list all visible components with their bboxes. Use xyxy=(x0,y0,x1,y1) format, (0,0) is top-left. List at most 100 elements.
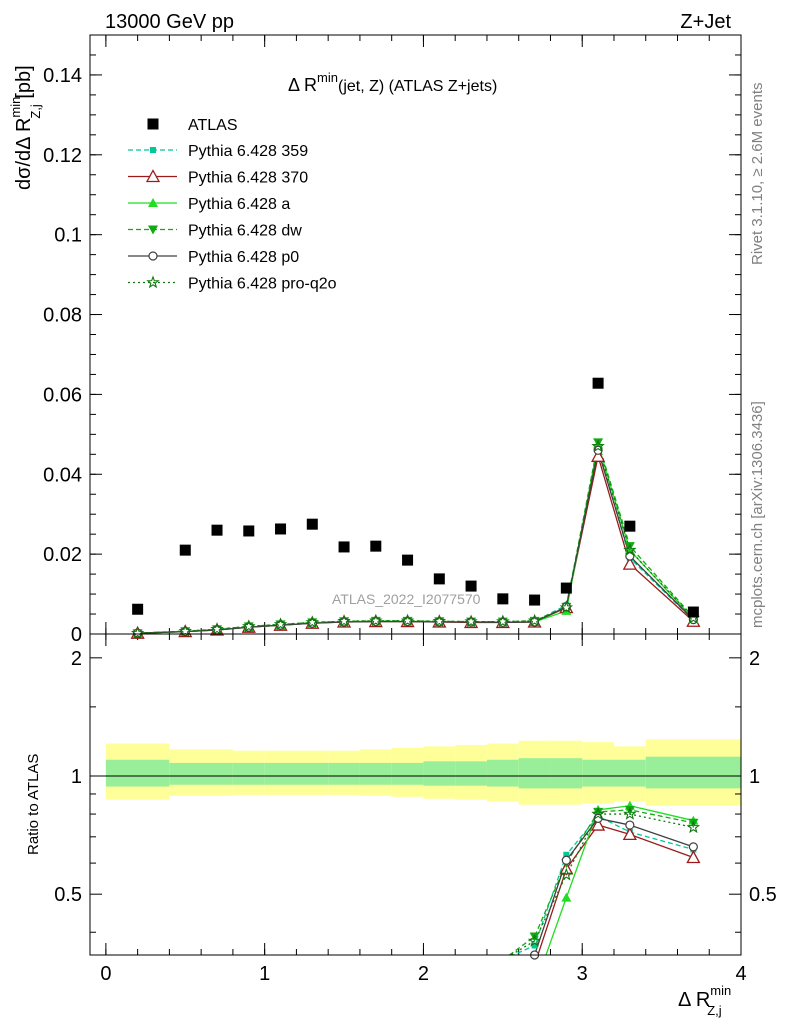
inner-band xyxy=(169,762,233,785)
inner-band xyxy=(232,762,265,785)
y-axis-label: dσ/dΔ Rmin Z,j [pb] xyxy=(8,65,43,190)
atlas-data-point xyxy=(306,518,318,530)
ratio-tick-label: 2 xyxy=(71,648,82,670)
title-sup: min xyxy=(317,70,338,85)
series-point-pythia-6-428-p0 xyxy=(275,620,286,630)
series-point-pythia-6-428-pro-q2o xyxy=(305,615,320,629)
inner-band xyxy=(359,762,392,785)
y-label-sub: Z,j xyxy=(28,104,43,119)
x-label-sup: min xyxy=(710,983,731,998)
ratio-point-pythia-6-428-p0 xyxy=(625,820,635,830)
x-tick-label: 4 xyxy=(735,963,746,985)
legend-label-pythia-6-428-dw: Pythia 6.428 dw xyxy=(188,223,302,240)
y-tick-label: 0.06 xyxy=(43,384,82,406)
series-point-pythia-6-428-pro-q2o xyxy=(464,614,478,628)
ratio-point-pythia-6-428-a xyxy=(561,892,572,902)
rivet-label: Rivet 3.1.10, ≥ 2.6M events xyxy=(749,83,766,266)
atlas-data-point xyxy=(132,603,144,615)
series-point-pythia-6-428-dw xyxy=(624,542,635,552)
series-point-pythia-6-428-pro-q2o xyxy=(210,622,224,635)
legend-label-pythia-6-428-359: Pythia 6.428 359 xyxy=(188,143,308,160)
inner-band xyxy=(455,761,487,786)
legend: ATLAS Pythia 6.428 359 Pythia 6.428 370 Pyt… xyxy=(128,117,337,293)
series-point-pythia-6-428-p0 xyxy=(371,617,381,627)
ratio-line-pythia-6-428-359 xyxy=(512,815,694,955)
legend-marker-atlas xyxy=(147,118,159,130)
atlas-data-point xyxy=(402,554,414,566)
header-right: Z+Jet xyxy=(680,11,731,33)
x-tick-label: 1 xyxy=(259,963,270,985)
ratio-point-pythia-6-428-pro-q2o xyxy=(559,867,574,881)
ratio-tick-label: 1 xyxy=(71,766,82,788)
ratio-point-pythia-6-428-dw xyxy=(624,805,635,815)
atlas-data-point xyxy=(243,525,255,537)
ratio-tick-label-right: 2 xyxy=(749,648,760,670)
title-prefix: Δ R xyxy=(288,75,317,95)
series-point-pythia-6-428-pro-q2o xyxy=(623,543,637,556)
ratio-point-pythia-6-428-p0 xyxy=(593,813,603,823)
ratio-point-pythia-6-428-370 xyxy=(622,827,637,841)
y-label-prefix: dσ/dΔ R xyxy=(13,118,35,190)
atlas-data-point xyxy=(592,377,604,389)
ratio-tick-label-right: 0.5 xyxy=(749,884,777,906)
ratio-point-pythia-6-428-dw xyxy=(593,807,604,817)
legend-marker-pythia-6-428-dw xyxy=(148,225,158,235)
series-point-pythia-6-428-pro-q2o xyxy=(130,626,145,639)
series-point-pythia-6-428-p0 xyxy=(434,617,444,627)
atlas-data-point xyxy=(687,606,699,618)
inner-band xyxy=(550,758,583,789)
legend-label-pythia-6-428-370: Pythia 6.428 370 xyxy=(188,170,308,187)
title-suffix: (jet, Z) (ATLAS Z+jets) xyxy=(338,78,497,95)
ratio-point-pythia-6-428-pro-q2o xyxy=(527,933,542,947)
ratio-line-pythia-6-428-pro-q2o xyxy=(509,813,694,955)
series-point-pythia-6-428-pro-q2o xyxy=(559,600,574,614)
atlas-data-point xyxy=(433,573,445,585)
y-tick-label: 0.1 xyxy=(54,225,82,247)
series-point-pythia-6-428-dw xyxy=(593,438,604,448)
data-markers xyxy=(130,377,701,960)
series-point-pythia-6-428-p0 xyxy=(307,618,317,628)
uncertainty-bands xyxy=(90,739,741,806)
legend-marker-pythia-6-428-359 xyxy=(150,147,156,153)
y-tick-label: 0.02 xyxy=(43,544,82,566)
series-point-pythia-6-428-pro-q2o xyxy=(242,619,256,633)
ratio-point-pythia-6-428-359 xyxy=(563,851,570,858)
inner-band xyxy=(264,762,329,785)
ratio-panel-frame xyxy=(89,633,742,956)
y-tick-label: 0.08 xyxy=(43,305,82,327)
plot-title: Δ Rmin(jet, Z) (ATLAS Z+jets) xyxy=(288,70,497,95)
inner-band xyxy=(582,759,614,787)
x-axis-label: Δ Rmin Z,j xyxy=(678,983,731,1018)
y-label-suffix: [pb] xyxy=(13,65,35,104)
axes-ticks: 0 0.02 0.04 0.06 0.08 0.1 0.12 0.14 0 1 2 3 4 0.5 0.5 1… xyxy=(43,34,777,985)
series-point-pythia-6-428-p0 xyxy=(498,617,508,628)
series-point-pythia-6-428-p0 xyxy=(402,617,413,627)
ratio-tick-label: 0.5 xyxy=(54,884,82,906)
ratio-tick-label-right: 1 xyxy=(749,766,760,788)
legend-marker-pythia-6-428-a xyxy=(148,198,158,207)
series-point-pythia-6-428-370 xyxy=(622,556,637,570)
legend-label-pythia-6-428-a: Pythia 6.428 a xyxy=(188,196,290,213)
series-point-pythia-6-428-p0 xyxy=(339,617,349,627)
legend-label-pythia-6-428-p0: Pythia 6.428 p0 xyxy=(188,249,299,266)
ratio-y-label: Ratio to ATLAS xyxy=(25,754,42,855)
series-point-pythia-6-428-pro-q2o xyxy=(496,614,510,628)
atlas-data-point xyxy=(529,594,541,606)
ratio-point-pythia-6-428-370 xyxy=(591,817,606,831)
inner-band xyxy=(518,758,551,789)
ratio-point-pythia-6-428-p0 xyxy=(561,855,571,865)
atlas-data-point xyxy=(179,544,191,556)
x-label-sub: Z,j xyxy=(707,1003,722,1018)
x-tick-label: 2 xyxy=(418,963,429,985)
ratio-point-pythia-6-428-p0 xyxy=(688,842,698,852)
x-tick-label: 0 xyxy=(100,963,111,985)
atlas-data-point xyxy=(275,523,287,535)
atlas-data-point xyxy=(624,520,636,532)
y-tick-label: 0.04 xyxy=(43,464,82,486)
atlas-data-point xyxy=(560,582,572,594)
x-label-prefix: Δ R xyxy=(678,989,710,1011)
inner-band xyxy=(645,756,741,789)
inner-band xyxy=(328,762,360,785)
series-point-pythia-6-428-pro-q2o xyxy=(591,439,605,453)
